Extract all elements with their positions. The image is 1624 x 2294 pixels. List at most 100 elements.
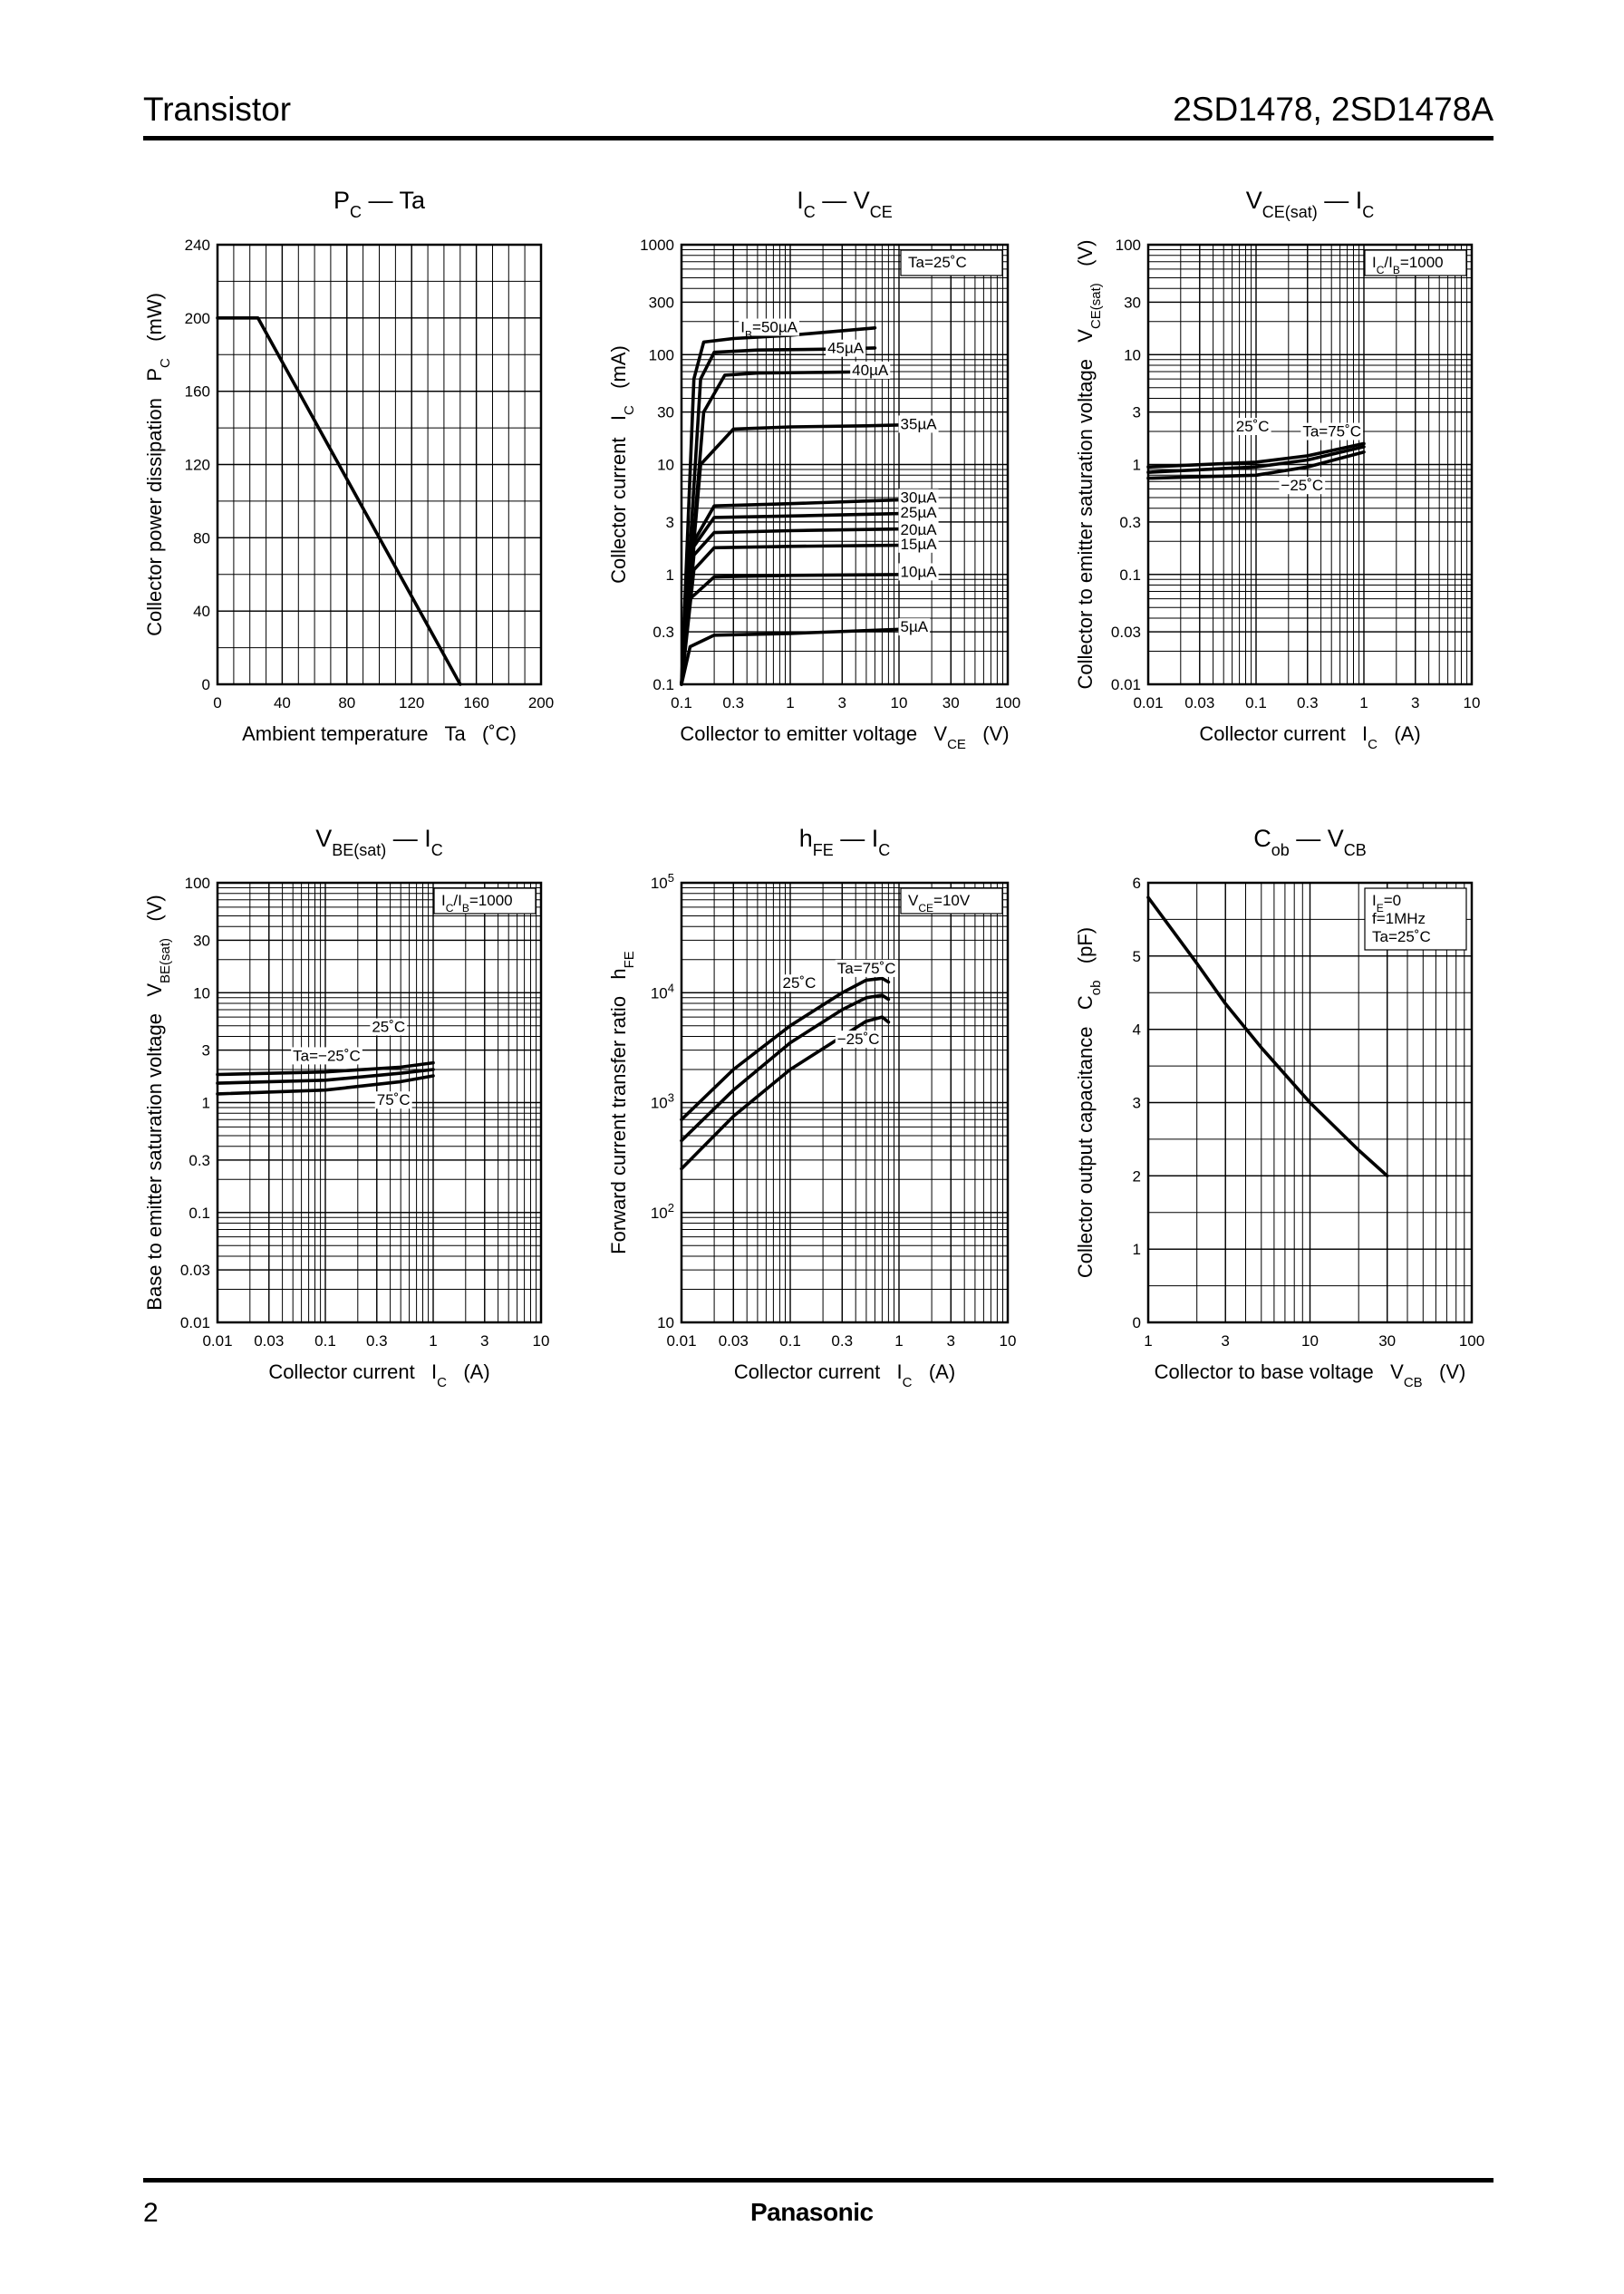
x-tick-label: 100 [995, 694, 1020, 711]
y-tick-label: 103 [651, 1090, 674, 1112]
plot-frame [680, 243, 1010, 686]
series-line-1 [680, 993, 891, 1143]
y-tick-label: 10 [193, 984, 210, 1002]
curve-label: 25µA [901, 504, 938, 521]
y-tick-label: 0.1 [188, 1205, 210, 1222]
x-tick-label: 1 [1144, 1332, 1152, 1350]
y-axis-label: Base to emitter saturation voltage VBE(s… [143, 895, 173, 1310]
series-line-9 [680, 627, 914, 686]
y-tick-label: 1000 [640, 237, 674, 254]
chart-hfe-ic: hFE — IC 0.01 0.03 0.1 0.3 1 3 10 10 102 103 104 105… [607, 825, 1016, 1390]
series-line-4 [680, 498, 914, 686]
x-tick-label: 100 [1459, 1332, 1484, 1350]
condition-text: IC/IB=1000 [1372, 254, 1444, 276]
condition-box-frame [1364, 249, 1467, 276]
curve-label-bg [898, 535, 939, 553]
page-header: Transistor 2SD1478, 2SD1478A [143, 91, 1494, 141]
x-tick-label: 0.01 [666, 1332, 696, 1350]
y-tick-label: 0.3 [1119, 514, 1141, 531]
condition-text: IE=0 [1372, 892, 1401, 915]
series-line-2 [680, 370, 884, 686]
y-tick-label: 5 [1133, 948, 1141, 965]
y-tick-label: 1 [666, 566, 674, 584]
x-tick-label: 10 [1301, 1332, 1319, 1350]
x-tick-label: 0.3 [366, 1332, 388, 1350]
curve-label: 10µA [901, 563, 938, 580]
condition-box-frame [900, 887, 1003, 915]
y-tick-label: 0.03 [1111, 624, 1141, 641]
y-tick-label: 100 [185, 875, 210, 892]
x-tick-label: 160 [463, 694, 488, 711]
y-tick-label: 40 [193, 603, 210, 620]
document-category: Transistor [143, 91, 292, 128]
curve-label-bg [370, 1018, 408, 1036]
y-tick-label: 4 [1133, 1021, 1141, 1039]
chart-title: Cob — VCB [1253, 825, 1367, 859]
brand-logo: Panasonic [750, 2198, 874, 2226]
x-axis-label: Ambient temperature Ta (˚C) [242, 722, 517, 745]
x-tick-label: 3 [838, 694, 846, 711]
y-tick-label: 3 [1133, 1095, 1141, 1112]
curve-label-bg [835, 1031, 882, 1049]
series-line-6 [680, 527, 914, 686]
x-tick-label: 0.01 [1133, 694, 1163, 711]
x-tick-label: 30 [942, 694, 960, 711]
curve-label: 15µA [901, 536, 938, 553]
y-tick-label: 240 [185, 237, 210, 254]
curve-label-bg [835, 959, 898, 977]
y-tick-label: 105 [651, 871, 674, 893]
y-tick-label: 0.01 [180, 1314, 210, 1331]
y-tick-label: 120 [185, 457, 210, 474]
part-number: 2SD1478, 2SD1478A [1173, 91, 1494, 128]
curve-label-bg [739, 318, 800, 336]
x-tick-label: 0.1 [1245, 694, 1267, 711]
curve-label-bg [898, 503, 939, 521]
x-tick-label: 3 [1221, 1332, 1229, 1350]
curve-label: 35µA [901, 415, 938, 432]
y-tick-label: 6 [1133, 875, 1141, 892]
y-tick-label: 100 [1116, 237, 1141, 254]
series-line-1 [216, 1068, 435, 1085]
y-tick-label: 2 [1133, 1167, 1141, 1185]
x-tick-label: 80 [338, 694, 355, 711]
y-tick-label: 300 [649, 294, 674, 311]
series-line-0 [680, 976, 891, 1122]
x-tick-label: 3 [480, 1332, 488, 1350]
chart-title: PC — Ta [334, 187, 426, 221]
curve-label: Ta=75˚C [1302, 423, 1361, 440]
y-axis-label: Collector power dissipation PC (mW) [143, 293, 173, 636]
curve-label: 40µA [852, 362, 889, 379]
x-tick-label: 0.1 [314, 1332, 336, 1350]
y-tick-label: 30 [1124, 294, 1141, 311]
y-tick-label: 0.3 [188, 1152, 210, 1169]
y-tick-label: 0 [1133, 1314, 1141, 1331]
page-number: 2 [143, 2198, 159, 2228]
condition-text: Ta=25˚C [1372, 928, 1431, 945]
x-axis-label: Collector current IC (A) [268, 1360, 489, 1390]
y-tick-label: 0.3 [652, 624, 674, 641]
y-tick-label: 100 [649, 346, 674, 363]
y-tick-label: 3 [202, 1042, 210, 1060]
x-tick-label: 0.01 [202, 1332, 232, 1350]
curve-label-bg [1279, 477, 1326, 495]
series-line-0 [216, 1060, 435, 1077]
curve-label-bg [898, 563, 939, 581]
page-footer: 2 Panasonic [143, 2178, 1494, 2232]
curve-label: 5µA [901, 618, 929, 635]
series-line-0 [1146, 895, 1389, 1178]
y-tick-label: 0.1 [1119, 566, 1141, 584]
y-tick-label: 30 [657, 404, 674, 421]
curve-label: 25˚C [372, 1018, 405, 1035]
curve-label: 45µA [827, 340, 865, 357]
curve-label-bg [850, 361, 891, 379]
y-tick-label: 80 [193, 529, 210, 547]
y-tick-label: 0 [202, 676, 210, 693]
series-line-0 [1146, 450, 1366, 480]
x-tick-label: 3 [947, 1332, 955, 1350]
y-tick-label: 200 [185, 310, 210, 327]
x-tick-label: 10 [1464, 694, 1481, 711]
chart-title: IC — VCE [797, 187, 893, 221]
series-line-0 [216, 316, 462, 686]
